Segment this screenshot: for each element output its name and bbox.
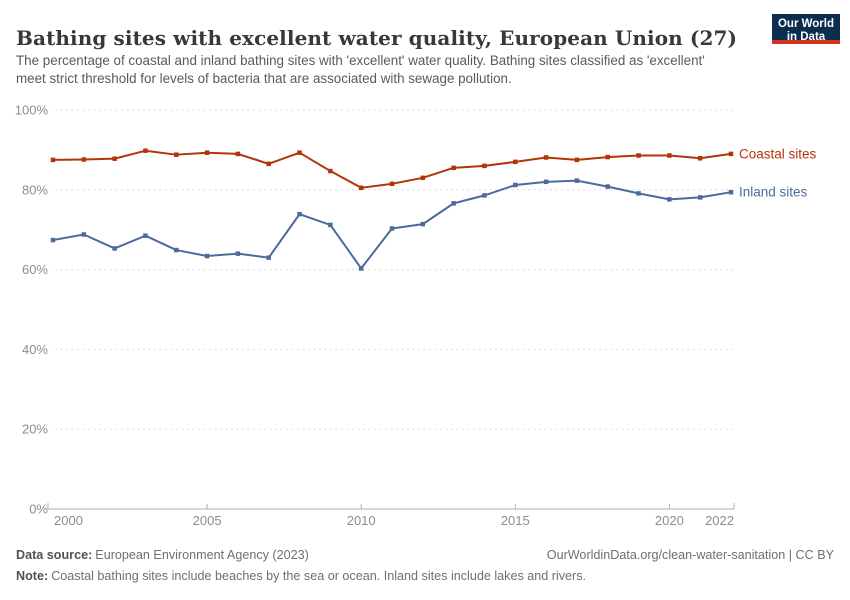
data-point-coastal-sites-2002[interactable] <box>112 156 117 161</box>
data-point-coastal-sites-2007[interactable] <box>266 161 271 167</box>
y-axis-tick-label: 40% <box>22 342 48 357</box>
data-point-coastal-sites-2020[interactable] <box>667 153 672 158</box>
y-axis-tick-label: 100% <box>15 103 49 118</box>
series-inland-sites[interactable] <box>50 178 734 271</box>
data-point-inland-sites-2020[interactable] <box>667 197 672 202</box>
data-point-inland-sites-2021[interactable] <box>697 195 703 200</box>
data-point-inland-sites-2014[interactable] <box>482 193 487 198</box>
note-label: Note: <box>16 569 49 583</box>
y-axis-tick-label: 60% <box>22 262 48 277</box>
x-axis-tick-label: 2022 <box>705 513 734 528</box>
data-point-inland-sites-2011[interactable] <box>389 226 395 231</box>
data-point-coastal-sites-2019[interactable] <box>636 153 641 158</box>
data-point-inland-sites-2016[interactable] <box>543 179 549 185</box>
data-point-coastal-sites-2005[interactable] <box>204 150 210 155</box>
y-axis-tick-label: 0% <box>29 502 48 517</box>
data-point-coastal-sites-2003[interactable] <box>143 148 148 153</box>
data-point-inland-sites-2012[interactable] <box>420 221 426 227</box>
data-point-coastal-sites-2015[interactable] <box>513 159 518 165</box>
data-point-inland-sites-2000[interactable] <box>50 237 56 243</box>
data-source-value[interactable]: European Environment Agency (2023) <box>95 548 309 562</box>
x-axis-tick-label: 2020 <box>655 513 684 528</box>
data-point-inland-sites-2005[interactable] <box>204 253 210 259</box>
data-point-inland-sites-2007[interactable] <box>266 255 271 260</box>
x-axis-tick-label: 2000 <box>54 513 83 528</box>
data-point-coastal-sites-2000[interactable] <box>50 157 56 163</box>
data-point-inland-sites-2009[interactable] <box>328 222 333 228</box>
data-point-inland-sites-2001[interactable] <box>81 232 87 237</box>
data-point-coastal-sites-2022[interactable] <box>728 151 734 157</box>
data-point-inland-sites-2006[interactable] <box>235 251 241 256</box>
data-point-coastal-sites-2012[interactable] <box>420 175 426 181</box>
legend-label-inland-sites[interactable]: Inland sites <box>739 185 808 200</box>
owid-logo[interactable]: Our World in Data <box>772 14 840 44</box>
footer-citation-link[interactable]: OurWorldinData.org/clean-water-sanitatio… <box>546 548 834 562</box>
data-point-inland-sites-2003[interactable] <box>143 233 148 238</box>
data-point-inland-sites-2008[interactable] <box>297 211 302 217</box>
data-point-inland-sites-2018[interactable] <box>605 184 610 189</box>
data-point-coastal-sites-2004[interactable] <box>174 152 179 157</box>
data-point-coastal-sites-2018[interactable] <box>605 154 610 160</box>
data-point-coastal-sites-2009[interactable] <box>328 168 333 174</box>
data-point-inland-sites-2002[interactable] <box>112 246 117 251</box>
footer-data-source: Data source: European Environment Agency … <box>16 548 309 562</box>
legend-label-coastal-sites[interactable]: Coastal sites <box>739 146 817 161</box>
note-text: Coastal bathing sites include beaches by… <box>51 569 587 583</box>
data-point-coastal-sites-2008[interactable] <box>297 150 302 155</box>
data-point-coastal-sites-2016[interactable] <box>543 155 549 160</box>
data-point-coastal-sites-2014[interactable] <box>482 163 487 169</box>
x-axis-tick-label: 2010 <box>347 513 376 528</box>
data-point-inland-sites-2022[interactable] <box>728 189 734 195</box>
owid-logo-line1: Our World <box>777 18 834 30</box>
chart-subtitle: The percentage of coastal and inland bat… <box>16 53 705 86</box>
x-axis-tick-label: 2005 <box>193 513 222 528</box>
y-axis-tick-label: 20% <box>22 422 48 437</box>
data-point-coastal-sites-2017[interactable] <box>574 157 580 163</box>
owid-logo-line2: in Data <box>786 31 826 43</box>
data-point-inland-sites-2017[interactable] <box>574 178 580 183</box>
data-point-inland-sites-2013[interactable] <box>451 201 456 206</box>
data-point-inland-sites-2010[interactable] <box>358 266 364 271</box>
data-point-coastal-sites-2021[interactable] <box>697 156 703 161</box>
data-point-coastal-sites-2010[interactable] <box>358 185 364 191</box>
y-axis-tick-label: 80% <box>22 182 48 197</box>
data-point-inland-sites-2015[interactable] <box>513 182 518 188</box>
footer-note: Note: Coastal bathing sites include beach… <box>16 569 586 583</box>
series-coastal-sites[interactable] <box>50 148 734 191</box>
page-title: Bathing sites with excellent water quali… <box>16 26 738 51</box>
data-source-label: Data source: <box>16 548 93 562</box>
data-point-coastal-sites-2011[interactable] <box>389 181 395 187</box>
data-point-coastal-sites-2001[interactable] <box>81 157 87 162</box>
series-line-inland-sites[interactable] <box>52 179 732 270</box>
data-point-coastal-sites-2013[interactable] <box>451 165 456 171</box>
data-point-inland-sites-2004[interactable] <box>174 247 179 253</box>
x-axis-tick-label: 2015 <box>501 513 530 528</box>
data-point-inland-sites-2019[interactable] <box>636 191 641 196</box>
data-point-coastal-sites-2006[interactable] <box>235 151 241 157</box>
